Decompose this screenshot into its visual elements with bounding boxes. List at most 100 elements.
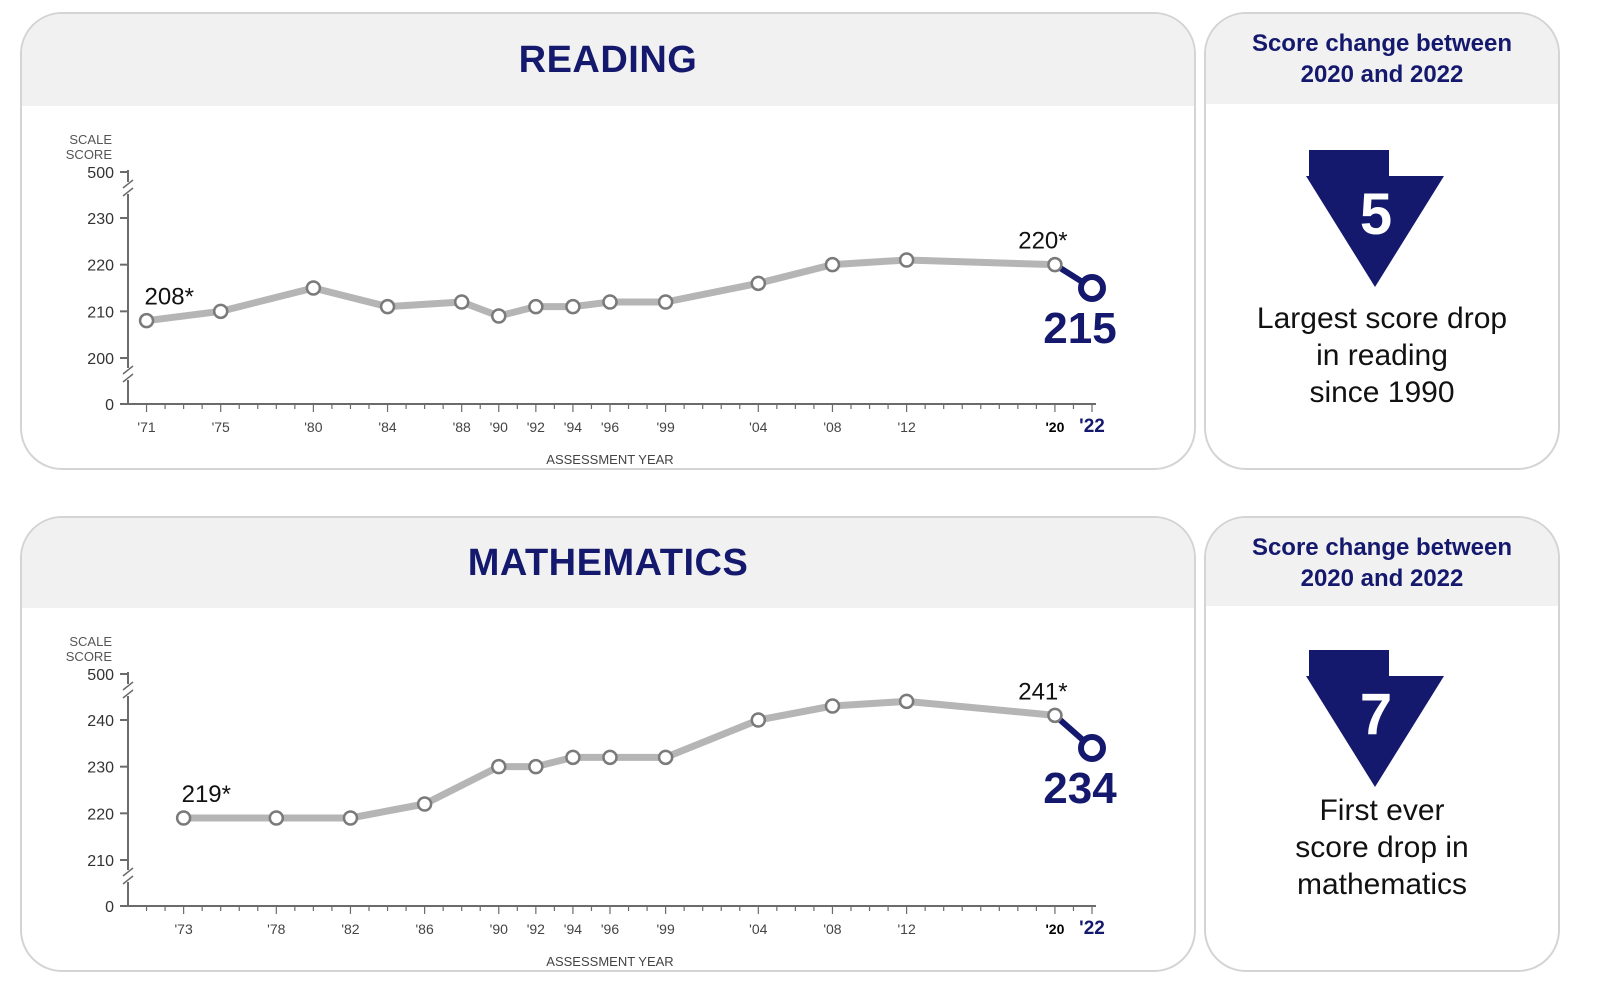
axis-break-mark bbox=[122, 373, 134, 383]
reading-score-change-header: Score change between 2020 and 2022 bbox=[1206, 14, 1558, 104]
series-line bbox=[143, 256, 1059, 325]
axis-break-mark bbox=[122, 681, 134, 691]
data-point bbox=[898, 693, 915, 710]
data-point bbox=[824, 256, 841, 273]
data-point bbox=[657, 294, 674, 310]
y-tick-label: 200 bbox=[87, 351, 114, 368]
x-tick-label: '08 bbox=[823, 419, 841, 435]
data-point bbox=[602, 294, 618, 310]
x-tick-label: '99 bbox=[656, 921, 674, 937]
reading-header: READING bbox=[22, 14, 1194, 106]
x-tick-label: '04 bbox=[749, 419, 767, 435]
description-line: since 1990 bbox=[1309, 376, 1455, 409]
mathematics-score-change-card: Score change between 2020 and 2022 7 Fir… bbox=[1204, 516, 1560, 972]
data-point bbox=[657, 749, 674, 766]
data-point bbox=[379, 298, 396, 315]
x-tick-label: '84 bbox=[378, 419, 396, 435]
down-arrow-icon: 5 bbox=[1306, 150, 1444, 287]
mathematics-score-change-description: First ever score drop in mathematics bbox=[1206, 792, 1558, 903]
reading-title: READING bbox=[518, 38, 698, 81]
data-point bbox=[305, 280, 322, 296]
y-tick-label: 230 bbox=[87, 211, 114, 228]
x-tick-label: '90 bbox=[490, 921, 508, 937]
x-tick-label: '82 bbox=[341, 921, 359, 937]
x-tick-label: '88 bbox=[453, 419, 471, 435]
y-tick-label: 500 bbox=[87, 165, 114, 182]
y-tick-label: 210 bbox=[87, 853, 114, 870]
y-tick-label: 500 bbox=[87, 667, 114, 684]
data-point-latest bbox=[1078, 274, 1106, 302]
y-axis-label: SCORE bbox=[66, 649, 113, 664]
x-tick-label: '96 bbox=[601, 419, 619, 435]
down-arrow-icon: 7 bbox=[1306, 650, 1444, 787]
data-point bbox=[268, 810, 285, 826]
axis-break-mark bbox=[122, 179, 134, 189]
data-point bbox=[1047, 707, 1063, 724]
y-tick-label: 240 bbox=[87, 713, 114, 730]
mathematics-chart-card: MATHEMATICS SCALE SCORE 500 240 230 220 210 0 '7… bbox=[20, 516, 1196, 972]
x-tick-label: '78 bbox=[267, 921, 285, 937]
data-label-2022: 215 bbox=[1043, 304, 1116, 353]
reading-score-change-value: 5 bbox=[1360, 182, 1392, 247]
data-point bbox=[212, 303, 229, 320]
mathematics-score-change-header: Score change between 2020 and 2022 bbox=[1206, 518, 1558, 606]
data-point bbox=[1047, 256, 1063, 273]
axis-break-mark bbox=[122, 867, 134, 877]
reading-score-change-description: Largest score drop in reading since 1990 bbox=[1206, 300, 1558, 411]
mathematics-title: MATHEMATICS bbox=[467, 541, 749, 584]
x-tick-label: '75 bbox=[212, 419, 230, 435]
score-change-header-line1: Score change between bbox=[1251, 30, 1513, 57]
x-tick-label: '90 bbox=[490, 419, 508, 435]
axis-break-mark bbox=[122, 365, 134, 375]
score-change-header-line2: 2020 and 2022 bbox=[1300, 565, 1464, 592]
x-tick-label: '22 bbox=[1079, 918, 1105, 939]
y-tick-label: 0 bbox=[105, 397, 114, 414]
data-point bbox=[491, 308, 507, 324]
x-tick-label: '92 bbox=[527, 921, 545, 937]
data-point bbox=[565, 298, 581, 315]
data-point bbox=[491, 758, 507, 775]
description-line: in reading bbox=[1316, 339, 1448, 372]
mathematics-header: MATHEMATICS bbox=[22, 518, 1194, 608]
description-line: Largest score drop bbox=[1256, 302, 1508, 335]
description-line: First ever bbox=[1319, 794, 1445, 827]
x-axis-title: ASSESSMENT YEAR bbox=[546, 954, 673, 969]
x-tick-label: '71 bbox=[137, 419, 155, 435]
x-tick-label: '86 bbox=[415, 921, 433, 937]
data-point bbox=[528, 758, 544, 775]
axis-break-mark bbox=[122, 875, 134, 885]
mathematics-score-change-value: 7 bbox=[1360, 682, 1392, 747]
x-tick-label: '04 bbox=[749, 921, 767, 937]
x-tick-label: '92 bbox=[527, 419, 545, 435]
data-point bbox=[898, 252, 915, 268]
x-tick-label: '73 bbox=[174, 921, 192, 937]
reading-chart-card: READING SCALE SCORE 500 230 220 210 200 0 '71 '75… bbox=[20, 12, 1196, 470]
data-point bbox=[138, 312, 155, 329]
data-point-latest bbox=[1078, 734, 1106, 762]
data-point bbox=[602, 749, 618, 766]
x-tick-label: '96 bbox=[601, 921, 619, 937]
x-tick-label: '22 bbox=[1079, 416, 1105, 437]
reading-score-change-card: Score change between 2020 and 2022 5 Lar… bbox=[1204, 12, 1560, 470]
data-point bbox=[453, 294, 470, 310]
data-label-2020: 241* bbox=[1018, 678, 1067, 705]
axis-break-mark bbox=[122, 187, 134, 197]
data-label-first: 208* bbox=[145, 284, 194, 311]
data-point bbox=[565, 749, 581, 766]
x-axis-title: ASSESSMENT YEAR bbox=[546, 452, 673, 467]
x-tick-label: '12 bbox=[897, 921, 915, 937]
score-change-header-line2: 2020 and 2022 bbox=[1300, 61, 1464, 88]
axis-break-mark bbox=[122, 689, 134, 699]
data-point bbox=[416, 796, 433, 812]
x-tick-label: '08 bbox=[823, 921, 841, 937]
data-point bbox=[175, 810, 192, 826]
x-tick-label: '12 bbox=[897, 419, 915, 435]
data-point bbox=[750, 712, 767, 728]
y-tick-label: 230 bbox=[87, 760, 114, 777]
data-label-first: 219* bbox=[182, 781, 231, 808]
data-point bbox=[342, 810, 359, 826]
x-tick-label: '94 bbox=[564, 419, 582, 435]
x-tick-label: '20 bbox=[1045, 419, 1064, 435]
